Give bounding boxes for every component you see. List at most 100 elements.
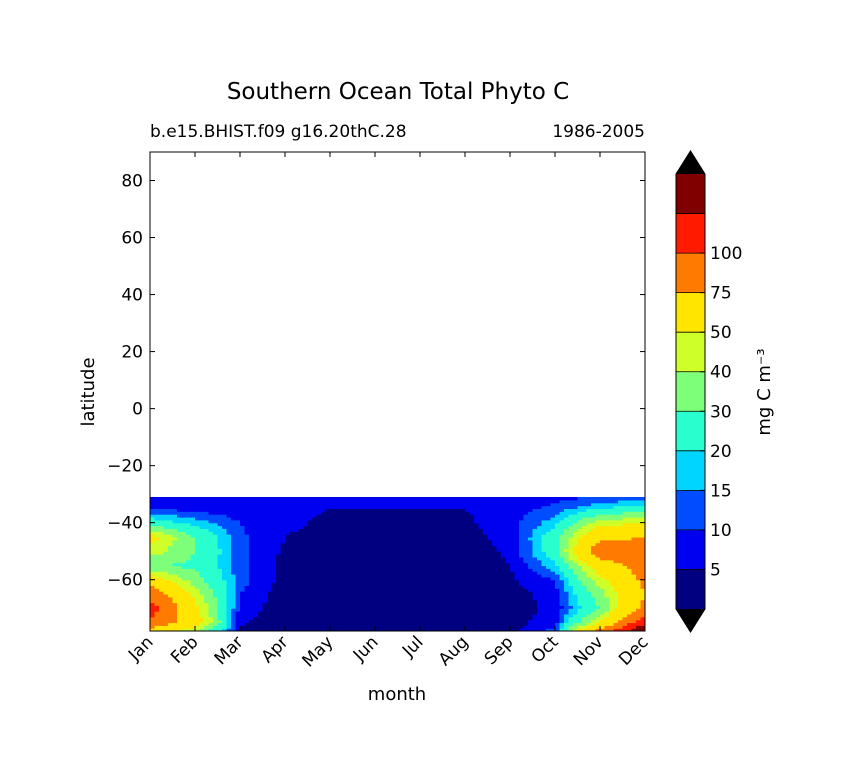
contour-cell: [352, 511, 358, 515]
contour-cell: [226, 571, 232, 575]
contour-cell: [528, 519, 534, 524]
contour-cell: [514, 536, 520, 541]
contour-cell: [591, 511, 597, 515]
contour-cell: [150, 588, 156, 592]
contour-cell: [298, 591, 304, 595]
contour-cell: [267, 611, 273, 615]
contour-cell: [424, 622, 430, 626]
contour-cell: [217, 548, 223, 552]
contour-cell: [348, 531, 354, 535]
contour-cell: [330, 531, 336, 535]
contour-cell: [510, 528, 516, 532]
contour-cell: [352, 525, 358, 529]
contour-cell: [406, 613, 412, 618]
contour-cell: [375, 545, 381, 549]
contour-cell: [595, 531, 601, 535]
contour-cell: [483, 599, 489, 604]
contour-cell: [505, 508, 511, 512]
contour-cell: [609, 545, 615, 549]
contour-cell: [402, 511, 408, 515]
contour-cell: [591, 519, 597, 524]
contour-cell: [618, 605, 624, 609]
contour-cell: [550, 559, 556, 564]
contour-cell: [636, 505, 642, 509]
contour-cell: [496, 573, 502, 578]
contour-cell: [213, 508, 219, 512]
contour-cell: [424, 502, 430, 507]
contour-cell: [294, 505, 300, 509]
contour-cell: [235, 565, 241, 569]
contour-cell: [514, 622, 520, 626]
contour-cell: [240, 536, 246, 541]
contour-cell: [564, 514, 570, 518]
contour-cell: [618, 505, 624, 509]
contour-cell: [483, 542, 489, 547]
contour-cell: [253, 605, 259, 609]
contour-cell: [186, 619, 192, 624]
contour-cell: [276, 511, 282, 515]
contour-cell: [622, 573, 628, 578]
contour-cell: [609, 519, 615, 524]
contour-cell: [492, 562, 498, 567]
contour-cell: [559, 599, 565, 604]
contour-cell: [501, 591, 507, 595]
contour-cell: [532, 582, 538, 586]
contour-cell: [217, 568, 223, 572]
contour-cell: [186, 531, 192, 535]
contour-cell: [249, 539, 255, 544]
contour-cell: [604, 514, 610, 518]
contour-cell: [280, 619, 286, 624]
contour-cell: [438, 559, 444, 564]
contour-cell: [442, 582, 448, 586]
contour-cell: [321, 505, 327, 509]
contour-cell: [190, 622, 196, 626]
contour-cell: [375, 516, 381, 521]
contour-cell: [163, 619, 169, 624]
contour-cell: [321, 582, 327, 586]
contour-cell: [343, 551, 349, 555]
contour-cell: [370, 616, 376, 621]
contour-cell: [582, 585, 588, 589]
contour-cell: [483, 559, 489, 564]
contour-cell: [262, 593, 268, 598]
contour-cell: [253, 608, 259, 612]
contour-cell: [550, 556, 556, 561]
contour-cell: [460, 599, 466, 604]
contour-cell: [496, 605, 502, 609]
contour-cell: [168, 616, 174, 621]
contour-cell: [433, 611, 439, 615]
contour-cell: [388, 573, 394, 578]
contour-cell: [613, 565, 619, 569]
contour-cell: [487, 548, 493, 552]
contour-cell: [168, 573, 174, 578]
contour-cell: [240, 568, 246, 572]
contour-cell: [523, 525, 529, 529]
contour-cell: [424, 514, 430, 518]
contour-cell: [429, 593, 435, 598]
contour-cell: [213, 548, 219, 552]
contour-cell: [640, 505, 645, 509]
contour-cell: [334, 554, 340, 558]
contour-cell: [226, 576, 232, 581]
contour-cell: [397, 605, 403, 609]
contour-cell: [249, 576, 255, 581]
contour-cell: [222, 568, 228, 572]
contour-cell: [465, 619, 471, 624]
contour-cell: [321, 539, 327, 544]
contour-cell: [312, 536, 318, 541]
contour-cell: [492, 534, 498, 538]
contour-cell: [411, 622, 417, 626]
contour-cell: [339, 599, 345, 604]
contour-cell: [208, 522, 214, 527]
contour-cell: [604, 556, 610, 561]
contour-cell: [244, 511, 250, 515]
contour-cell: [204, 591, 210, 595]
contour-cell: [271, 591, 277, 595]
contour-cell: [177, 611, 183, 615]
contour-cell: [375, 625, 381, 629]
contour-cell: [186, 576, 192, 581]
contour-cell: [244, 502, 250, 507]
contour-cell: [523, 548, 529, 552]
contour-cell: [253, 568, 259, 572]
contour-cell: [177, 505, 183, 509]
